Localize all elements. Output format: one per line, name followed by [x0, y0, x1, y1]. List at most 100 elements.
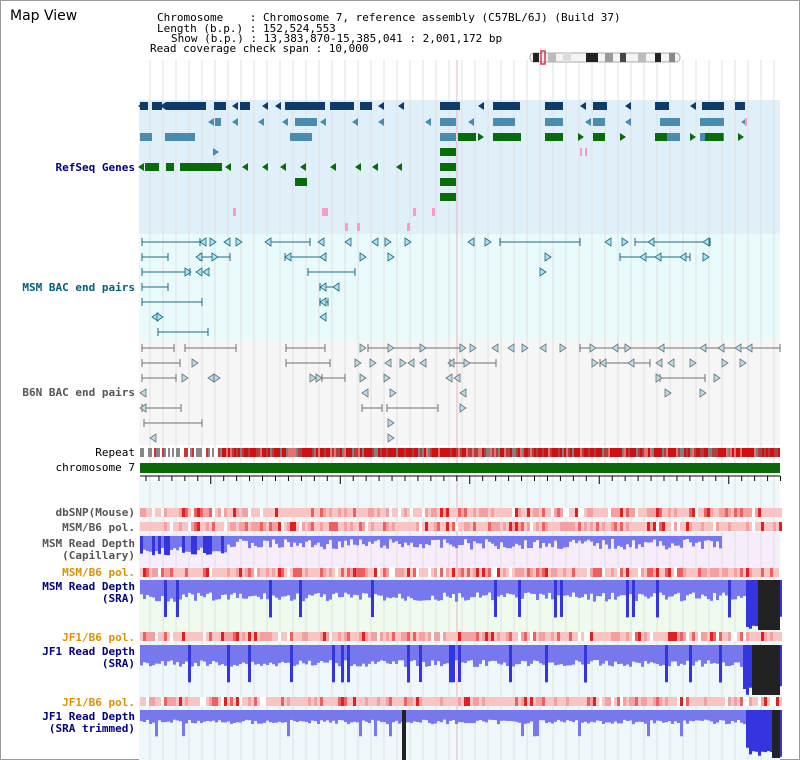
read-depth-bar: [344, 710, 347, 722]
repeat-mark: [476, 448, 478, 457]
polymorphism-mark: [536, 522, 539, 531]
jf1-pol2-track-label[interactable]: JF1/B6 pol.: [62, 696, 135, 709]
polymorphism-mark: [665, 508, 668, 517]
polymorphism-mark: [656, 508, 659, 517]
gene-arrow: [138, 163, 144, 171]
read-depth-bar: [689, 536, 692, 543]
read-depth-bar: [140, 580, 143, 595]
read-depth-bar: [518, 580, 521, 617]
bac-end-marker: [359, 252, 367, 262]
polymorphism-mark: [245, 697, 248, 706]
repeat-mark: [318, 448, 320, 457]
bac-end-marker: [624, 343, 632, 353]
polymorphism-mark: [668, 568, 671, 577]
repeat-mark: [166, 448, 168, 457]
dbsnp-track-label[interactable]: dbSNP(Mouse): [55, 506, 135, 519]
gene-block: [545, 133, 563, 141]
repeat-mark: [278, 448, 280, 457]
read-depth-bar: [578, 710, 581, 737]
read-depth-bar: [620, 710, 623, 724]
read-depth-bar: [188, 710, 191, 720]
polymorphism-mark: [683, 508, 686, 517]
read-depth-bar: [623, 645, 626, 666]
polymorphism-mark: [164, 697, 167, 706]
repeat-mark: [574, 448, 576, 457]
read-depth-bar: [488, 710, 491, 720]
polymorphism-mark: [281, 632, 284, 641]
read-depth-bar: [734, 710, 737, 723]
read-depth-bar: [413, 645, 416, 661]
polymorphism-mark: [371, 508, 374, 517]
repeat-mark: [190, 448, 192, 457]
polymorphism-mark: [581, 697, 584, 706]
read-depth-bar: [236, 536, 239, 542]
read-depth-bar: [512, 710, 515, 722]
read-depth-bar: [767, 710, 770, 752]
repeat-mark: [606, 448, 608, 457]
repeat-mark: [408, 448, 410, 457]
polymorphism-mark: [653, 632, 656, 641]
polymorphism-mark: [431, 632, 434, 641]
gene-block: [545, 118, 563, 126]
read-depth-bar: [158, 710, 161, 721]
read-depth-bar: [614, 645, 617, 662]
repeat-mark: [472, 448, 474, 457]
polymorphism-mark: [746, 568, 749, 577]
polymorphism-mark: [737, 522, 740, 531]
read-depth-bar: [287, 710, 290, 737]
polymorphism-mark: [140, 632, 143, 641]
polymorphism-mark: [245, 508, 248, 517]
read-depth-bar: [176, 645, 179, 663]
polymorphism-mark: [299, 568, 302, 577]
polymorphism-mark: [383, 522, 386, 531]
read-depth-bar: [668, 536, 671, 548]
repeat-mark: [300, 448, 302, 457]
read-depth-bar: [458, 536, 461, 546]
read-depth-bar: [524, 580, 527, 594]
polymorphism-mark: [338, 508, 341, 517]
polymorphism-mark: [161, 568, 164, 577]
read-depth-bar: [551, 580, 554, 600]
polymorphism-mark: [275, 697, 278, 706]
repeat-mark: [310, 448, 312, 457]
msm-depth-sra-label[interactable]: MSM Read Depth (SRA): [42, 580, 135, 605]
read-depth-bar: [164, 580, 167, 617]
msm-bac-track-label[interactable]: MSM BAC end pairs: [22, 281, 135, 294]
msm-pol2-track-label[interactable]: MSM/B6 pol.: [62, 566, 135, 579]
bac-end-marker: [654, 252, 662, 262]
read-depth-bar: [524, 645, 527, 662]
b6n-bac-track-label[interactable]: B6N BAC end pairs: [22, 386, 135, 399]
polymorphism-mark: [266, 632, 269, 641]
read-depth-bar: [302, 710, 305, 722]
polymorphism-mark: [584, 697, 587, 706]
polymorphism-mark: [317, 632, 320, 641]
jf1-depth-trimmed-label[interactable]: JF1 Read Depth (SRA trimmed): [42, 710, 135, 735]
repeat-mark: [454, 448, 456, 457]
polymorphism-mark: [203, 568, 206, 577]
polymorphism-mark: [422, 568, 425, 577]
msm-pol-track-label[interactable]: MSM/B6 pol.: [62, 521, 135, 534]
read-depth-bar: [632, 645, 635, 662]
polymorphism-mark: [239, 568, 242, 577]
read-depth-bar: [557, 710, 560, 720]
read-depth-bar: [293, 645, 296, 666]
read-depth-bar: [386, 645, 389, 664]
read-depth-bar: [143, 536, 146, 550]
jf1-depth-sra-label[interactable]: JF1 Read Depth (SRA): [42, 645, 135, 670]
polymorphism-mark: [527, 508, 530, 517]
jf1-pol-track-label[interactable]: JF1/B6 pol.: [62, 631, 135, 644]
repeat-mark: [206, 448, 208, 457]
read-depth-bar: [446, 645, 449, 664]
msm-depth-capillary-label[interactable]: MSM Read Depth (Capillary): [42, 537, 135, 562]
bac-end-marker: [459, 388, 467, 398]
polymorphism-mark: [500, 568, 503, 577]
bac-end-marker: [717, 343, 725, 353]
read-depth-bar: [353, 710, 356, 722]
polymorphism-mark: [482, 697, 485, 706]
read-depth-bar: [512, 580, 515, 595]
polymorphism-mark: [431, 568, 434, 577]
repeat-mark: [746, 448, 748, 457]
refseq-track-label[interactable]: RefSeq Genes: [55, 161, 135, 174]
read-depth-bar: [167, 710, 170, 722]
